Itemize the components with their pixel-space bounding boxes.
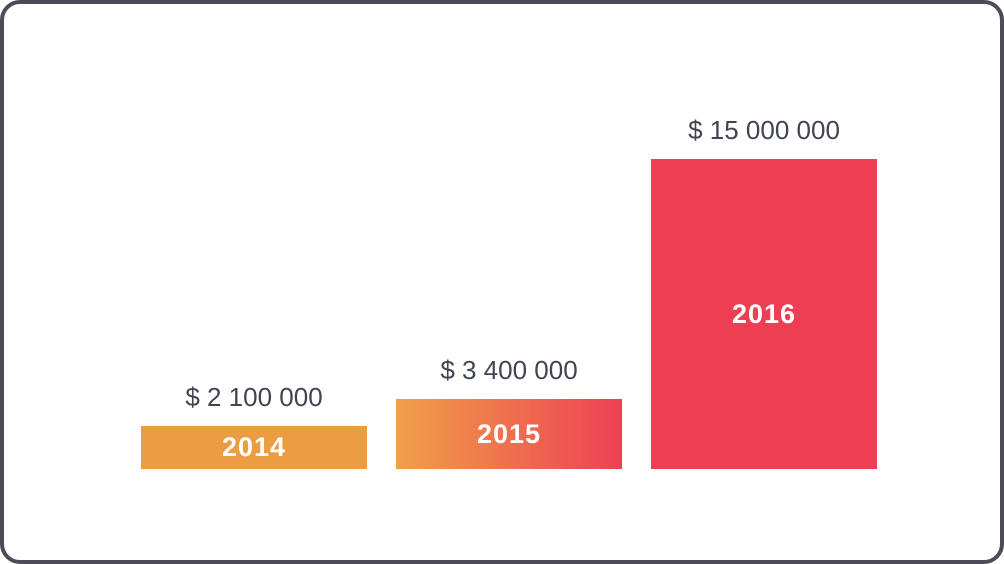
value-label-2016: $ 15 000 000 bbox=[688, 115, 840, 145]
bar-2016: 2016 bbox=[651, 159, 877, 469]
bar-2015: 2015 bbox=[396, 399, 622, 469]
bar-2014: 2014 bbox=[141, 426, 367, 469]
bar-year-label-2016: 2016 bbox=[731, 298, 797, 329]
value-label-2014: $ 2 100 000 bbox=[185, 382, 323, 412]
bar-group-2016: $ 15 000 000 2016 bbox=[651, 115, 877, 469]
bar-year-label-2015: 2015 bbox=[476, 418, 542, 449]
bar-chart: $ 2 100 000 2014 $ 3 400 000 2015 $ 15 000 0… bbox=[141, 115, 877, 469]
bar-group-2015: $ 3 400 000 2015 bbox=[396, 355, 622, 469]
bar-year-label-2014: 2014 bbox=[221, 432, 287, 462]
value-label-2015: $ 3 400 000 bbox=[440, 355, 578, 385]
bar-group-2014: $ 2 100 000 2014 bbox=[141, 382, 367, 469]
